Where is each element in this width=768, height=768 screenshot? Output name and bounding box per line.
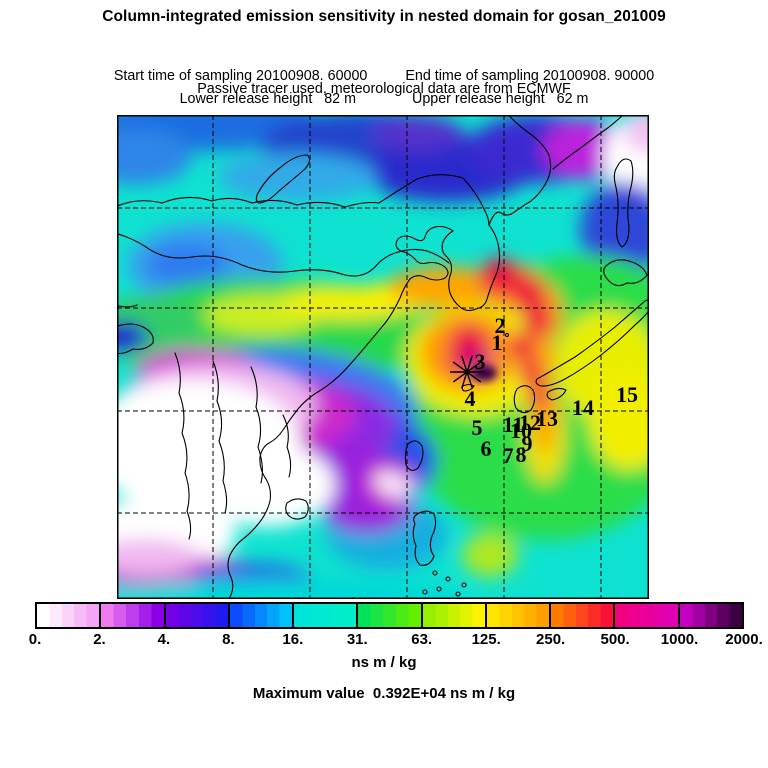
tracer-note: Passive tracer used, meteorological data…	[197, 81, 571, 97]
coastlines	[117, 115, 649, 599]
end-time-label: End time of sampling 20100908. 90000	[405, 68, 655, 84]
sensitivity-field-svg	[117, 115, 649, 599]
colorbar-segment-3	[229, 604, 295, 627]
colorbar-tick-250: 250.	[536, 631, 566, 648]
colorbar-tick-31: 31.	[346, 631, 368, 648]
colorbar-segment-1	[101, 604, 166, 627]
colorbar-tick-125: 125.	[471, 631, 501, 648]
colorbar-tick-1000: 1000.	[660, 631, 699, 648]
colorbar-tick-0: 0.	[28, 631, 42, 648]
colorbar-segment-6	[422, 604, 487, 627]
station-marker-14: 14	[572, 395, 594, 420]
colorbar-segment-7	[486, 604, 552, 627]
grid-lines	[117, 115, 649, 599]
colorbar-segment-0	[37, 604, 102, 627]
release-heights-row: Lower release height 82 m Upper release …	[0, 59, 768, 139]
station-marker-2: 2	[494, 313, 506, 338]
colorbar-segment-8	[551, 604, 616, 627]
station-marker-7: 7	[502, 443, 514, 468]
colorbar-tick-8: 8.	[222, 631, 235, 648]
lower-release-label: Lower release height 82 m	[179, 91, 356, 107]
station-marker-15: 15	[616, 382, 638, 407]
colorbar-tick-4: 4.	[157, 631, 171, 648]
maximum-value-label: Maximum value 0.392E+04 ns m / kg	[252, 685, 516, 702]
station-marker-4: 4	[464, 386, 476, 411]
station-marker-8: 8	[515, 442, 527, 467]
receptor-star-icon	[450, 355, 484, 389]
colorbar-segment-10	[679, 604, 742, 627]
map-border	[117, 115, 649, 599]
map-canvas: 1 2 3 4 5 6 7 8 9 10 11 12 13 14 15	[117, 115, 649, 599]
colorbar-tick-labels: 0. 2. 4. 8. 16. 31. 63. 125. 250. 500. 1000. 2000.	[29, 631, 763, 649]
sensitivity-field	[117, 115, 649, 599]
colorbar-tick-2000: 2000.	[725, 631, 763, 648]
station-marker-3: 3	[474, 349, 486, 374]
station-marker-12: 12	[519, 410, 541, 435]
colorbar-segment-5	[358, 604, 423, 627]
colorbar-segment-2	[165, 604, 230, 627]
colorbar-segment-9	[615, 604, 680, 627]
colorbar	[35, 602, 744, 629]
colorbar-tick-63: 63.	[411, 631, 433, 648]
station-marker-11: 11	[502, 412, 524, 437]
upper-release-label: Upper release height 62 m	[412, 91, 589, 107]
station-marker-1: 1	[491, 330, 503, 355]
station-marker-5: 5	[471, 415, 483, 440]
colorbar-tick-2: 2.	[93, 631, 106, 648]
station-marker-9: 9	[521, 431, 533, 456]
colorbar-tick-500: 500.	[600, 631, 630, 648]
start-time-label: Start time of sampling 20100908. 60000	[113, 68, 368, 84]
sampling-times-row: Start time of sampling 20100908. 60000 E…	[0, 36, 768, 116]
station-marker-10: 10	[510, 418, 532, 443]
colorbar-units-label: ns m / kg	[351, 654, 417, 671]
colorbar-segment-4	[294, 604, 359, 627]
station-marker-13: 13	[536, 406, 558, 431]
plot-title: Column-integrated emission sensitivity i…	[102, 8, 666, 25]
colorbar-tick-16: 16.	[282, 631, 304, 648]
station-marker-6: 6	[480, 436, 492, 461]
